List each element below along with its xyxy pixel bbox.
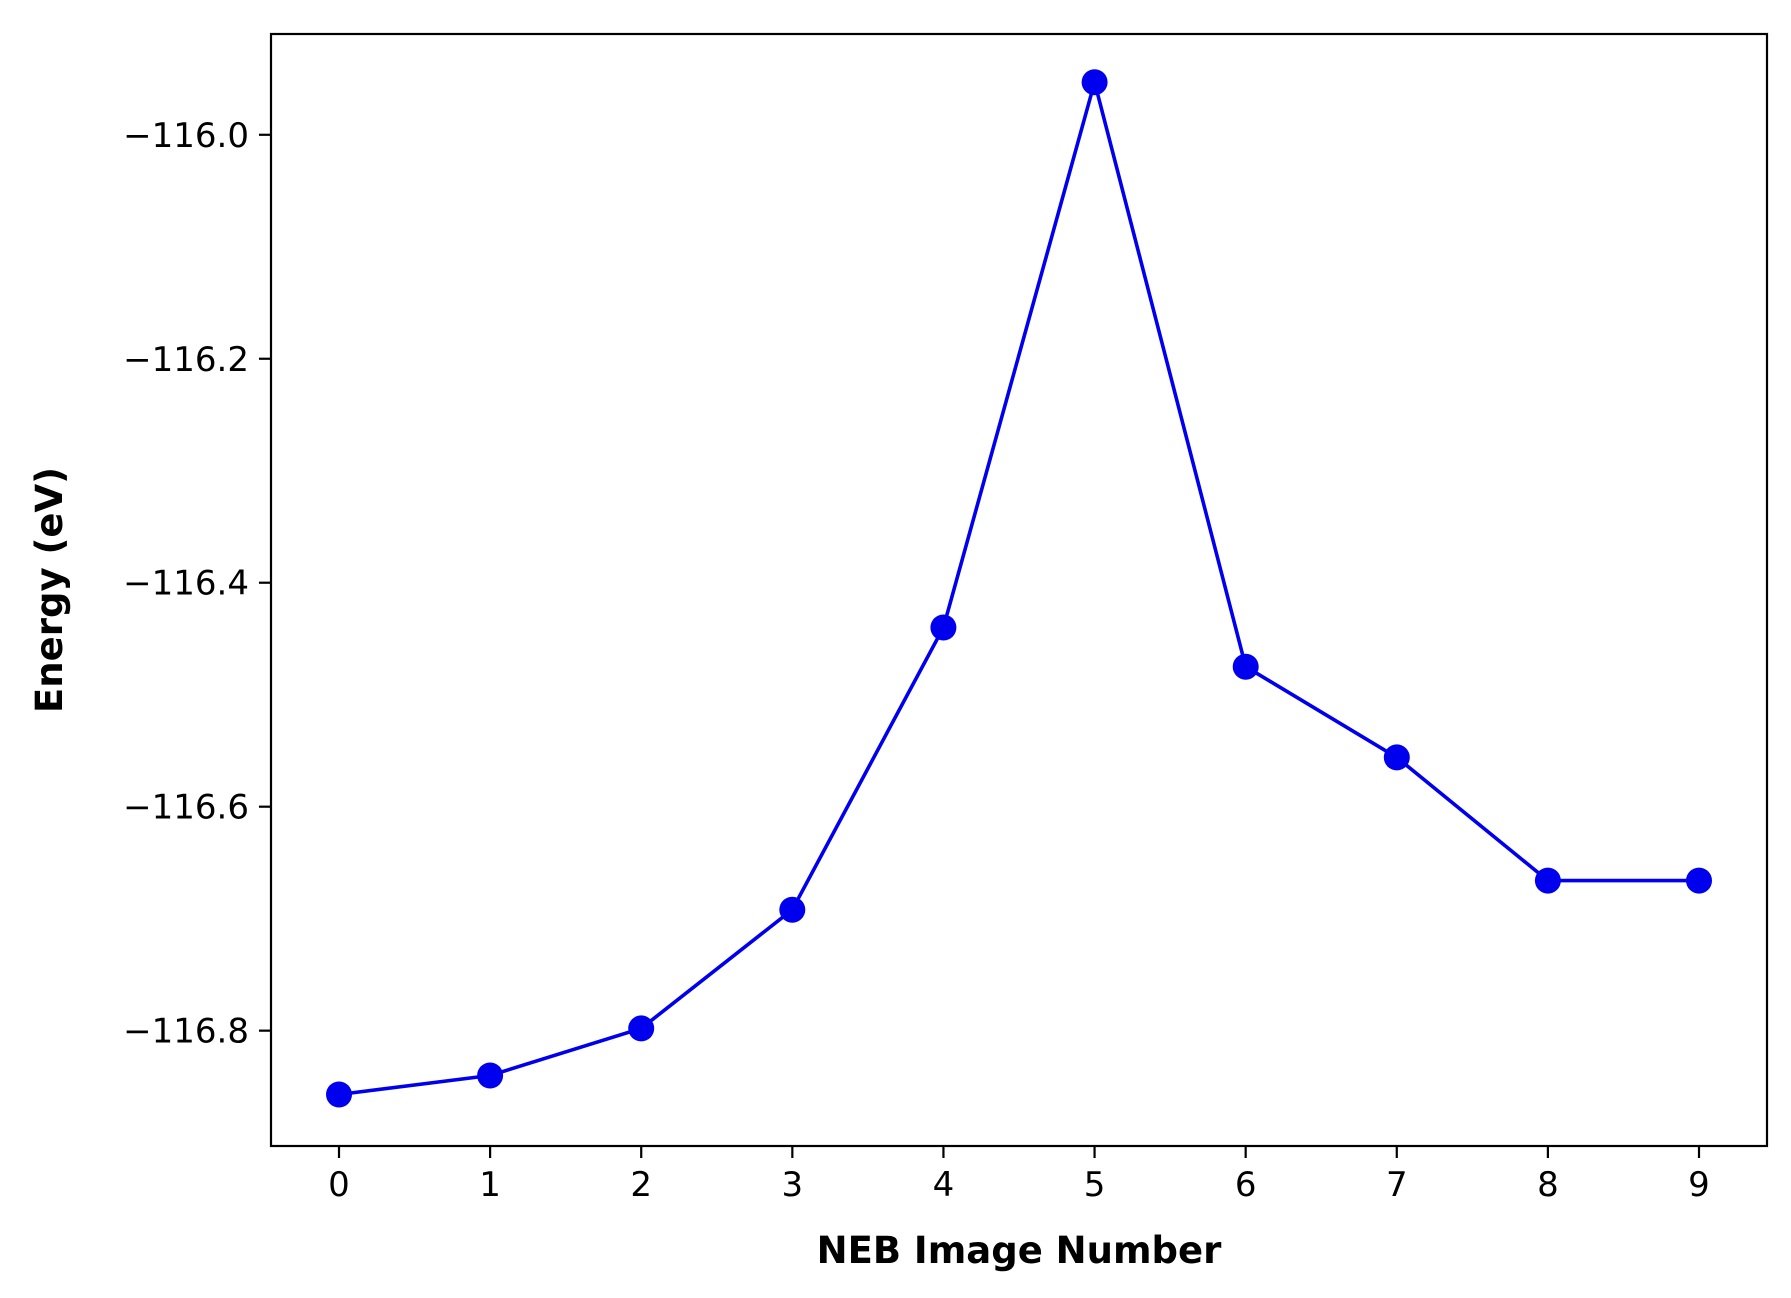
y-tick-label: −116.4 bbox=[123, 564, 249, 604]
x-axis-ticks: 0 1 2 3 4 5 6 7 8 9 bbox=[328, 1146, 1710, 1205]
x-axis-label: NEB Image Number bbox=[817, 1229, 1223, 1272]
y-tick-label: −116.0 bbox=[123, 116, 249, 156]
data-point-7 bbox=[1383, 744, 1410, 771]
data-point-3 bbox=[779, 896, 806, 923]
y-tick-label: −116.6 bbox=[123, 788, 249, 828]
y-axis-ticks: −116.8 −116.6 −116.4 −116.2 −116.0 bbox=[123, 116, 271, 1052]
x-tick-label: 2 bbox=[630, 1165, 652, 1205]
y-axis-label: Energy (eV) bbox=[28, 467, 71, 713]
y-tick-label: −116.8 bbox=[123, 1012, 249, 1052]
x-tick-label: 7 bbox=[1386, 1165, 1408, 1205]
x-tick-label: 8 bbox=[1537, 1165, 1559, 1205]
x-tick-label: 5 bbox=[1084, 1165, 1106, 1205]
data-point-4 bbox=[930, 614, 957, 641]
data-point-1 bbox=[477, 1062, 504, 1089]
data-point-0 bbox=[326, 1081, 352, 1108]
x-tick-label: 4 bbox=[933, 1165, 955, 1205]
data-point-8 bbox=[1534, 867, 1561, 894]
x-tick-label: 3 bbox=[782, 1165, 804, 1205]
data-point-9 bbox=[1686, 867, 1712, 894]
series-layer bbox=[326, 69, 1712, 1108]
data-point-5 bbox=[1081, 69, 1108, 96]
x-tick-label: 1 bbox=[479, 1165, 501, 1205]
plot-frame bbox=[269, 32, 1769, 1148]
y-tick-label: −116.2 bbox=[123, 340, 249, 380]
data-point-6 bbox=[1232, 653, 1259, 680]
x-tick-label: 6 bbox=[1235, 1165, 1257, 1205]
data-point-2 bbox=[628, 1015, 655, 1042]
series-line bbox=[338, 80, 1699, 1097]
x-tick-label: 0 bbox=[328, 1165, 350, 1205]
x-tick-label: 9 bbox=[1688, 1165, 1710, 1205]
